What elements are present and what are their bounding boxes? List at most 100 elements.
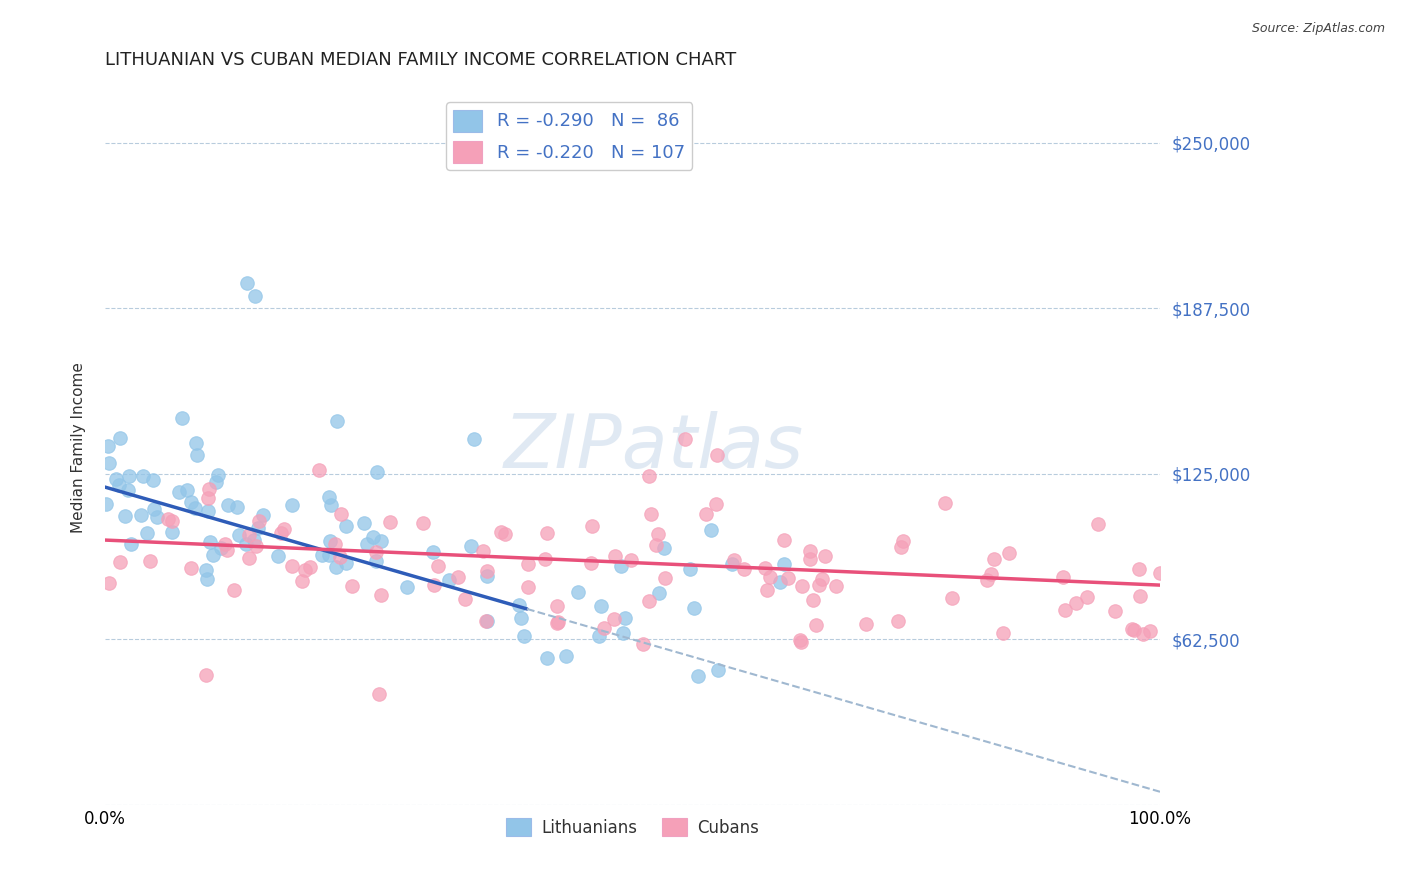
Point bbox=[1104, 604, 1126, 618]
Point bbox=[335, 556, 357, 570]
Point bbox=[194, 563, 217, 577]
Point bbox=[169, 485, 191, 500]
Point bbox=[546, 599, 568, 613]
Point bbox=[1087, 516, 1109, 531]
Point bbox=[686, 669, 709, 683]
Point bbox=[108, 431, 131, 445]
Point bbox=[460, 539, 482, 553]
Point bbox=[280, 558, 302, 573]
Point bbox=[534, 552, 557, 566]
Text: Source: ZipAtlas.com: Source: ZipAtlas.com bbox=[1251, 22, 1385, 36]
Point bbox=[637, 469, 659, 483]
Point bbox=[991, 625, 1014, 640]
Point bbox=[475, 615, 498, 629]
Point bbox=[799, 544, 821, 558]
Point bbox=[593, 621, 616, 635]
Point bbox=[772, 557, 794, 571]
Point bbox=[567, 585, 589, 599]
Point bbox=[1052, 569, 1074, 583]
Point bbox=[1149, 566, 1171, 580]
Point bbox=[516, 580, 538, 594]
Point bbox=[631, 637, 654, 651]
Point bbox=[145, 510, 167, 524]
Point bbox=[610, 559, 633, 574]
Point bbox=[773, 533, 796, 548]
Point bbox=[412, 516, 434, 530]
Point bbox=[700, 523, 723, 537]
Point bbox=[980, 566, 1002, 581]
Point bbox=[426, 558, 449, 573]
Point bbox=[720, 558, 742, 572]
Point bbox=[197, 491, 219, 505]
Point bbox=[891, 534, 914, 549]
Point bbox=[603, 549, 626, 563]
Point bbox=[335, 518, 357, 533]
Point bbox=[368, 687, 391, 701]
Point bbox=[645, 538, 668, 552]
Point bbox=[998, 546, 1021, 560]
Point bbox=[581, 518, 603, 533]
Point bbox=[536, 650, 558, 665]
Point bbox=[423, 578, 446, 592]
Point bbox=[673, 433, 696, 447]
Point bbox=[318, 548, 340, 562]
Point bbox=[536, 525, 558, 540]
Point bbox=[454, 591, 477, 606]
Point bbox=[330, 507, 353, 521]
Point bbox=[236, 276, 259, 290]
Point bbox=[614, 611, 637, 625]
Point bbox=[353, 516, 375, 531]
Point bbox=[516, 558, 538, 572]
Point bbox=[98, 575, 121, 590]
Point bbox=[299, 560, 322, 574]
Point bbox=[108, 478, 131, 492]
Point bbox=[446, 570, 468, 584]
Point bbox=[1053, 603, 1076, 617]
Point bbox=[197, 504, 219, 518]
Point bbox=[378, 516, 401, 530]
Point bbox=[228, 528, 250, 542]
Point bbox=[246, 521, 269, 535]
Point bbox=[887, 614, 910, 628]
Point bbox=[204, 475, 226, 490]
Point bbox=[491, 525, 513, 540]
Point bbox=[364, 554, 387, 568]
Point bbox=[477, 564, 499, 578]
Point bbox=[160, 514, 183, 528]
Point bbox=[799, 552, 821, 566]
Point bbox=[640, 508, 662, 522]
Point bbox=[308, 463, 330, 477]
Point bbox=[311, 548, 333, 562]
Point bbox=[139, 554, 162, 568]
Point bbox=[180, 495, 202, 509]
Point bbox=[242, 533, 264, 547]
Point bbox=[247, 514, 270, 528]
Point bbox=[790, 580, 813, 594]
Point bbox=[855, 617, 877, 632]
Point bbox=[252, 508, 274, 522]
Point bbox=[808, 578, 831, 592]
Point bbox=[776, 571, 799, 585]
Point bbox=[678, 562, 700, 576]
Point bbox=[647, 586, 669, 600]
Point bbox=[245, 539, 267, 553]
Point bbox=[370, 589, 392, 603]
Point bbox=[319, 498, 342, 512]
Point bbox=[281, 498, 304, 512]
Point bbox=[238, 527, 260, 541]
Point bbox=[356, 536, 378, 550]
Point bbox=[270, 526, 292, 541]
Point bbox=[510, 611, 533, 625]
Point bbox=[620, 552, 643, 566]
Point bbox=[1129, 590, 1152, 604]
Point bbox=[291, 574, 314, 589]
Point bbox=[184, 500, 207, 515]
Point bbox=[142, 473, 165, 487]
Point bbox=[120, 537, 142, 551]
Point bbox=[96, 497, 118, 511]
Point bbox=[976, 573, 998, 587]
Point bbox=[706, 448, 728, 462]
Point bbox=[612, 626, 634, 640]
Point bbox=[546, 616, 568, 631]
Point bbox=[647, 527, 669, 541]
